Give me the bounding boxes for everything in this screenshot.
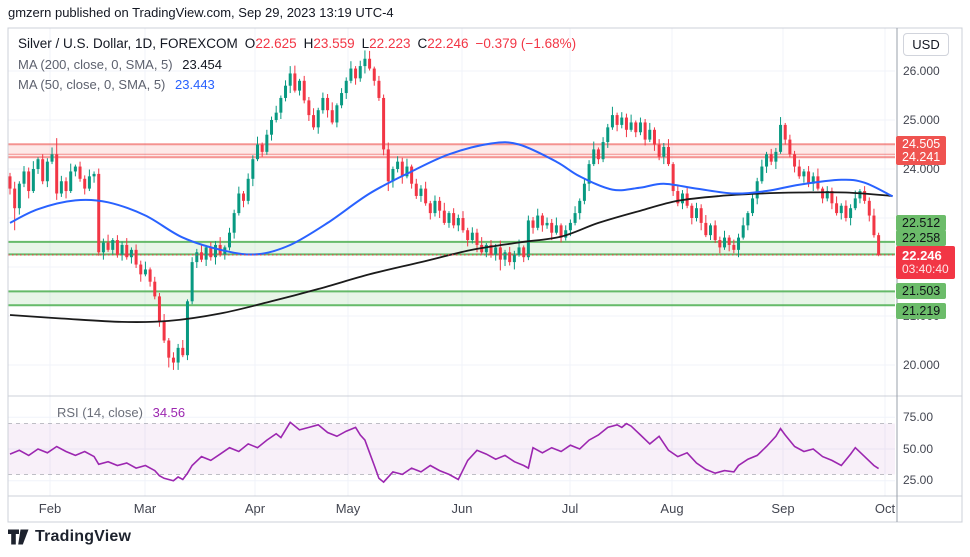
month-label-sep: Sep xyxy=(771,501,795,516)
ma50-label: MA (50, close, 0, SMA, 5) xyxy=(18,77,166,92)
month-label-jul: Jul xyxy=(561,501,579,516)
rsi-legend[interactable]: RSI (14, close) 34.56 xyxy=(57,405,185,420)
ohlc-value: 23.559 xyxy=(313,36,355,51)
zone-price-label: 22.512 xyxy=(896,215,947,231)
month-label-jun: Jun xyxy=(451,501,473,516)
ma200-legend[interactable]: MA (200, close, 0, SMA, 5) 23.454 xyxy=(18,57,222,72)
zone-price-label: 24.241 xyxy=(896,149,947,165)
month-label-mar: Mar xyxy=(133,501,157,516)
last-price-value: 22.246 xyxy=(902,248,942,263)
price-tick-label: 26.000 xyxy=(903,64,940,78)
zone-price-label: 22.258 xyxy=(896,230,947,246)
bar-countdown: 03:40:40 xyxy=(902,262,949,276)
rsi-label: RSI (14, close) xyxy=(57,405,143,420)
ohlc-values: O22.625 H23.559 L22.223 C22.246 xyxy=(238,36,469,51)
chart-frame xyxy=(7,27,963,523)
tradingview-brand[interactable]: TradingView xyxy=(8,528,131,546)
month-label-aug: Aug xyxy=(660,501,684,516)
rsi-value: 34.56 xyxy=(152,405,186,420)
month-label-may: May xyxy=(335,501,361,516)
price-tick-label: 25.000 xyxy=(903,113,940,127)
brand-name: TradingView xyxy=(35,528,132,545)
ohlc-value: 22.625 xyxy=(255,36,297,51)
ma200-label: MA (200, close, 0, SMA, 5) xyxy=(18,57,173,72)
rsi-line xyxy=(9,421,880,484)
price-tick-label: 20.000 xyxy=(903,358,940,372)
change-value: −0.379 (−1.68%) xyxy=(475,36,577,51)
ohlc-value: 22.246 xyxy=(427,36,469,51)
tradingview-logo-icon xyxy=(8,529,29,545)
ma200-value: 23.454 xyxy=(182,57,223,72)
gridlines xyxy=(8,28,895,496)
ohlc-value: 22.223 xyxy=(369,36,411,51)
ohlc-letter: L xyxy=(361,36,370,51)
price-tick-label: 24.000 xyxy=(903,162,940,176)
price-zones xyxy=(8,143,895,307)
currency-unit-button[interactable]: USD xyxy=(903,33,949,56)
zone-price-label: 21.503 xyxy=(896,283,947,299)
price-tick-label: 75.00 xyxy=(903,410,934,424)
month-label-oct: Oct xyxy=(874,501,896,516)
zone-price-label: 21.219 xyxy=(896,303,947,319)
price-tick-label: 50.00 xyxy=(903,442,934,456)
month-label-feb: Feb xyxy=(38,501,62,516)
price-tick-label: 25.00 xyxy=(903,473,934,487)
candles-layer xyxy=(8,50,881,370)
symbol-title: Silver / U.S. Dollar, 1D, FOREXCOM xyxy=(18,36,238,51)
zone-price-label: 24.505 xyxy=(896,136,947,152)
ohlc-letter: C xyxy=(417,36,428,51)
month-label-apr: Apr xyxy=(244,501,266,516)
ma50-line xyxy=(9,141,894,256)
ma50-legend[interactable]: MA (50, close, 0, SMA, 5) 23.443 xyxy=(18,77,215,92)
ohlc-letter: O xyxy=(244,36,256,51)
ma200-line xyxy=(9,191,893,324)
last-price-label: 22.246 03:40:40 xyxy=(896,246,955,279)
ma50-value: 23.443 xyxy=(175,77,215,92)
moving-averages xyxy=(9,141,894,324)
ohlc-letter: H xyxy=(303,36,314,51)
symbol-legend[interactable]: Silver / U.S. Dollar, 1D, FOREXCOM O22.62… xyxy=(18,36,576,51)
rsi-pane xyxy=(8,421,895,484)
published-attribution: gmzern published on TradingView.com, Sep… xyxy=(8,5,394,20)
